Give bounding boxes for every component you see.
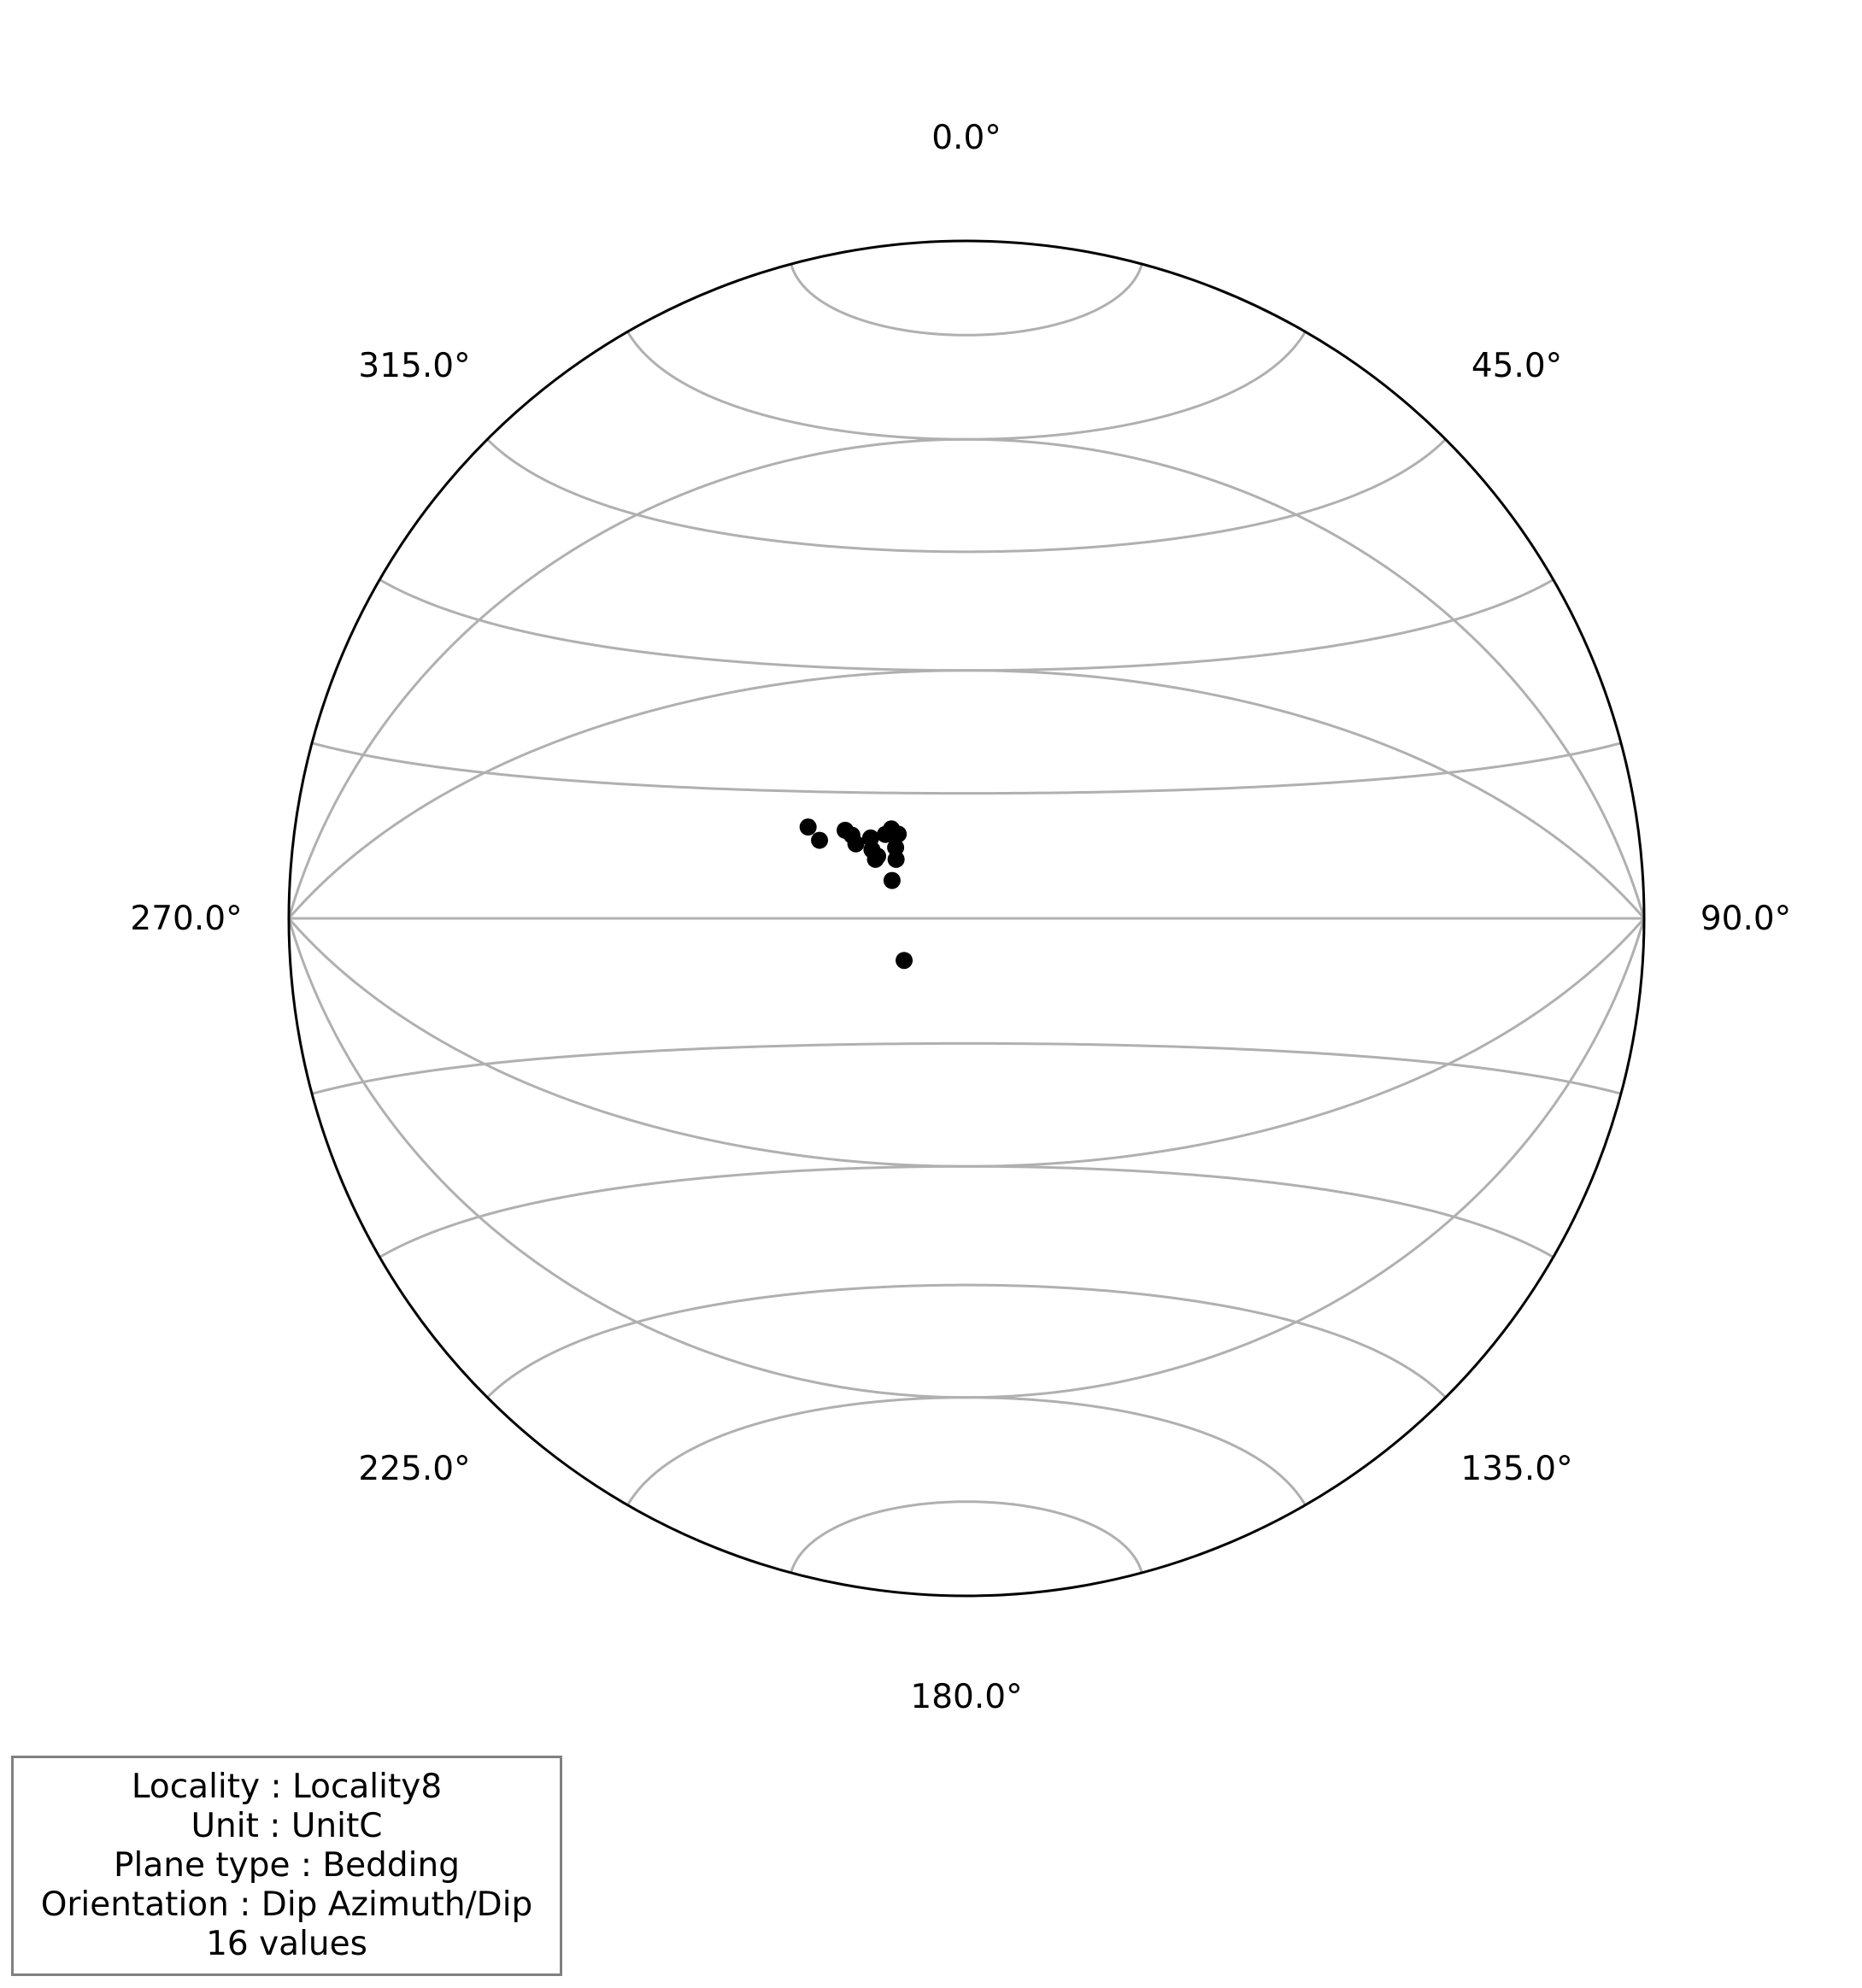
data-point <box>869 847 887 865</box>
dataset-info-box: Locality : Locality8 Unit : UnitC Plane … <box>11 1756 562 1976</box>
locality-label: Locality : Locality8 <box>131 1768 443 1806</box>
primitive-circle <box>287 239 1646 1598</box>
parallel-line <box>790 263 1143 337</box>
parallel-line <box>379 1164 1554 1258</box>
parallel-line <box>486 1283 1447 1399</box>
orientation-label: Orientation : Dip Azimuth/Dip <box>40 1885 533 1924</box>
azimuth-tick-label-315: 315.0° <box>358 347 470 385</box>
unit-label: Unit : UnitC <box>191 1807 383 1845</box>
plane-type-label: Plane type : Bedding <box>114 1846 460 1885</box>
azimuth-tick-label-45: 45.0° <box>1471 347 1562 385</box>
parallel-line <box>379 578 1554 672</box>
parallel-line <box>790 1500 1143 1574</box>
parallel-line <box>486 438 1447 554</box>
value-count-label: 16 values <box>206 1925 367 1963</box>
azimuth-tick-label-135: 135.0° <box>1460 1450 1572 1488</box>
meridian-line <box>289 437 1644 919</box>
azimuth-tick-label-225: 225.0° <box>358 1450 470 1488</box>
azimuth-tick-label-90: 90.0° <box>1700 900 1791 938</box>
azimuth-tick-label-180: 180.0° <box>910 1678 1022 1716</box>
stereonet-grid <box>289 263 1644 1574</box>
data-point <box>890 825 908 843</box>
data-point <box>883 871 901 889</box>
data-point <box>887 850 905 868</box>
meridian-line <box>289 918 1644 1399</box>
parallel-line <box>626 331 1307 441</box>
parallel-line <box>311 742 1622 795</box>
data-point <box>837 821 855 839</box>
data-point <box>896 952 913 970</box>
data-point <box>799 818 817 836</box>
azimuth-tick-label-270: 270.0° <box>130 900 242 938</box>
azimuth-tick-label-0: 0.0° <box>931 119 1001 157</box>
parallel-line <box>626 1396 1307 1506</box>
data-point <box>811 831 829 849</box>
data-points <box>799 818 913 970</box>
parallel-line <box>311 1041 1622 1095</box>
data-point <box>847 835 865 853</box>
